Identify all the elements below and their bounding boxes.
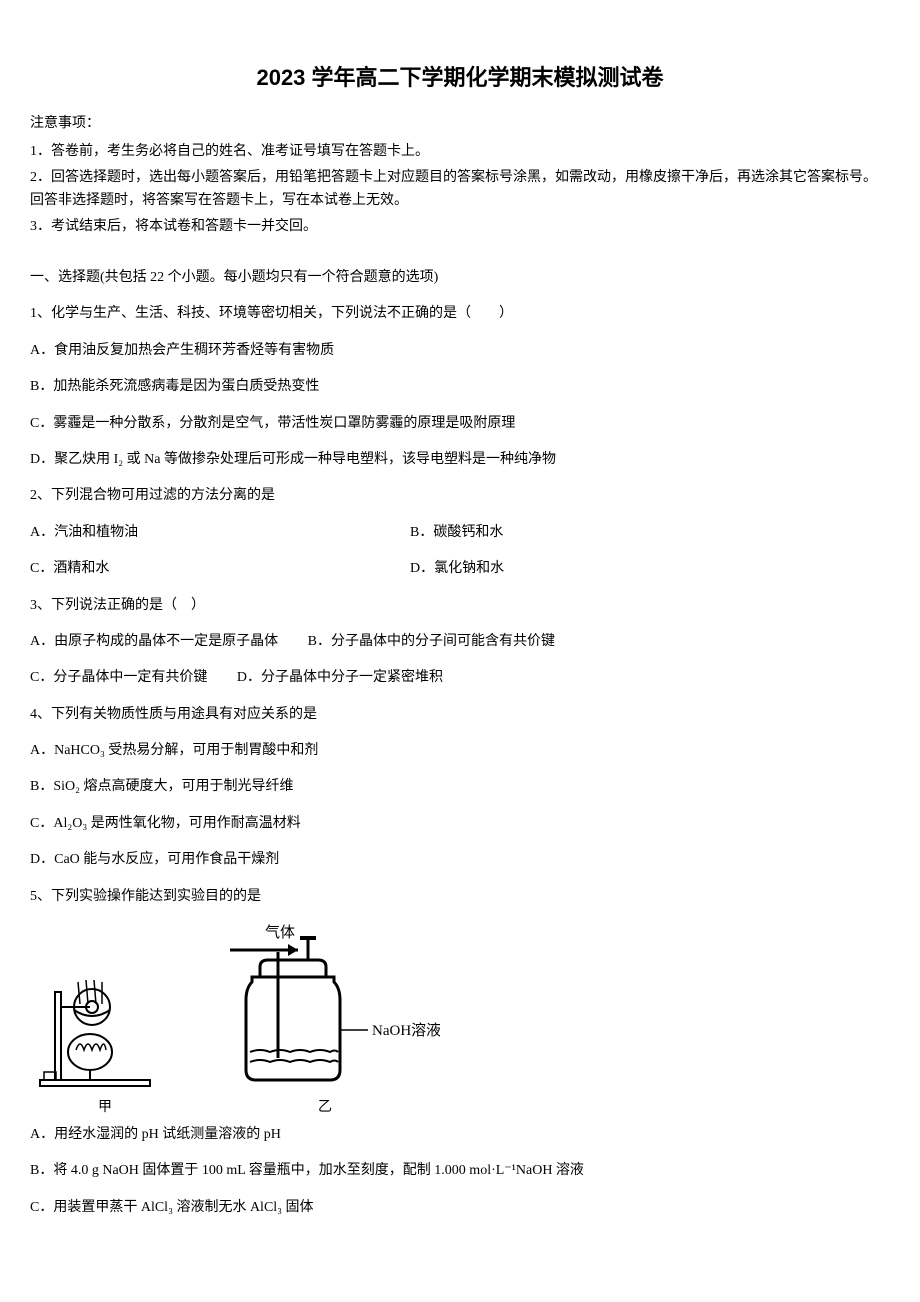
q2-option-b: B．碳酸钙和水 xyxy=(410,522,503,544)
q5-option-b: B．将 4.0 g NaOH 固体置于 100 mL 容量瓶中，加水至刻度，配制… xyxy=(30,1160,890,1182)
q2-option-c: C．酒精和水 xyxy=(30,558,410,580)
notice-item-3: 3．考试结束后，将本试卷和答题卡一并交回。 xyxy=(30,215,890,239)
q3-option-c: C．分子晶体中一定有共价键 xyxy=(30,670,207,685)
q3-options-cd: C．分子晶体中一定有共价键 D．分子晶体中分子一定紧密堆积 xyxy=(30,667,890,689)
q5-option-a: A．用经水湿润的 pH 试纸测量溶液的 pH xyxy=(30,1124,890,1146)
q4-stem: 4、下列有关物质性质与用途具有对应关系的是 xyxy=(30,704,890,726)
q1-option-a: A．食用油反复加热会产生稠环芳香烃等有害物质 xyxy=(30,340,890,362)
q2-option-d: D．氯化钠和水 xyxy=(410,558,504,580)
q4-option-b: B．SiO₂ 熔点高硬度大，可用于制光导纤维 xyxy=(30,776,890,798)
q1-option-c: C．雾霾是一种分散系，分散剂是空气，带活性炭口罩防雾霾的原理是吸附原理 xyxy=(30,413,890,435)
naoh-label: NaOH溶液 xyxy=(372,1022,440,1039)
q3-option-b: B．分子晶体中的分子间可能含有共价键 xyxy=(308,634,555,649)
gas-label: 气体 xyxy=(265,924,295,941)
q3-option-d: D．分子晶体中分子一定紧密堆积 xyxy=(237,670,443,685)
q5-option-c: C．用装置甲蒸干 AlCl₃ 溶液制无水 AlCl₃ 固体 xyxy=(30,1197,890,1219)
q1-option-b: B．加热能杀死流感病毒是因为蛋白质受热变性 xyxy=(30,376,890,398)
section-1-heading: 一、选择题(共包括 22 个小题。每小题均只有一个符合题意的选项) xyxy=(30,267,890,289)
notice-heading: 注意事项： xyxy=(30,112,890,136)
q5-figure-1: 甲 xyxy=(30,932,180,1116)
q5-figures: 甲 气体 NaOH溶液 乙 xyxy=(30,922,890,1116)
q3-stem: 3、下列说法正确的是（ ） xyxy=(30,595,890,617)
q1-stem: 1、化学与生产、生活、科技、环境等密切相关，下列说法不正确的是（ ） xyxy=(30,303,890,325)
q4-option-d: D．CaO 能与水反应，可用作食品干燥剂 xyxy=(30,849,890,871)
q5-figure-2: 气体 NaOH溶液 乙 xyxy=(210,922,440,1116)
gas-absorption-apparatus-icon: 气体 NaOH溶液 xyxy=(210,922,440,1092)
q4-option-c: C．Al₂O₃ 是两性氧化物，可用作耐高温材料 xyxy=(30,813,890,835)
q2-option-a: A．汽油和植物油 xyxy=(30,522,410,544)
notice-item-1: 1．答卷前，考生务必将自己的姓名、准考证号填写在答题卡上。 xyxy=(30,140,890,164)
notice-item-2: 2．回答选择题时，选出每小题答案后，用铅笔把答题卡上对应题目的答案标号涂黑，如需… xyxy=(30,166,890,214)
q2-stem: 2、下列混合物可用过滤的方法分离的是 xyxy=(30,485,890,507)
q3-option-a: A．由原子构成的晶体不一定是原子晶体 xyxy=(30,634,278,649)
q4-option-a: A．NaHCO₃ 受热易分解，可用于制胃酸中和剂 xyxy=(30,740,890,762)
q5-figure-2-caption: 乙 xyxy=(318,1096,332,1116)
q5-stem: 5、下列实验操作能达到实验目的的是 xyxy=(30,886,890,908)
q3-options-ab: A．由原子构成的晶体不一定是原子晶体 B．分子晶体中的分子间可能含有共价键 xyxy=(30,631,890,653)
page-title: 2023 学年高二下学期化学期末模拟测试卷 xyxy=(30,60,890,92)
evaporation-apparatus-icon xyxy=(30,932,180,1092)
q1-option-d: D．聚乙炔用 I₂ 或 Na 等做掺杂处理后可形成一种导电塑料，该导电塑料是一种… xyxy=(30,449,890,471)
q5-figure-1-caption: 甲 xyxy=(98,1096,112,1116)
